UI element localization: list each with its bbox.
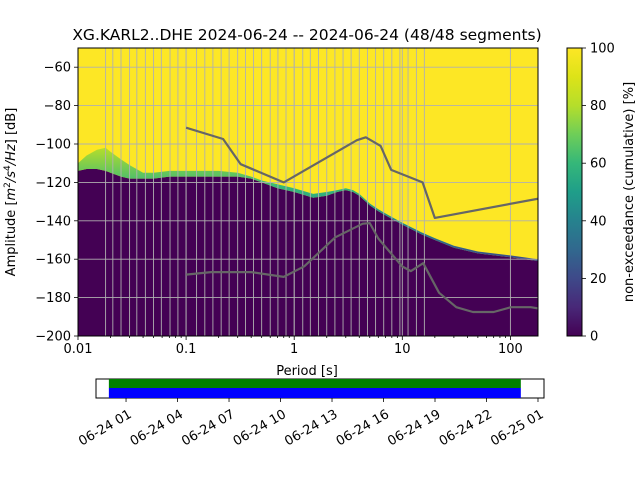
colorbar-tick-label: 0 (590, 330, 598, 345)
y-tick-label: −200 (35, 330, 71, 345)
colorbar-tick-label: 100 (590, 42, 615, 57)
colorbar-tick-label: 20 (590, 272, 607, 287)
y-axis: −60 −80 −100 −120 −140 −160 −180 −200 (35, 61, 78, 345)
colorbar-gradient (566, 47, 583, 337)
high-noise-model-line (185, 126, 538, 219)
chart-title: XG.KARL2..DHE 2024-06-24 -- 2024-06-24 (… (72, 26, 541, 44)
x-tick-label: 10 (394, 342, 411, 357)
timeline-tick-label: 06-24 04 (128, 407, 186, 449)
timeline-tick-label: 06-24 13 (282, 407, 340, 449)
colorbar-tick-label: 80 (590, 99, 607, 114)
y-tick-label: −100 (35, 138, 71, 153)
low-noise-model-line (185, 222, 538, 314)
x-axis: 0.01 0.1 1 10 100 (64, 336, 523, 357)
timeline-tick-label: 06-24 01 (76, 407, 134, 449)
y-tick-label: −60 (44, 61, 71, 76)
colorbar-tick-label: 40 (590, 214, 607, 229)
y-tick-label: −80 (44, 99, 71, 114)
noise-density-region (78, 169, 538, 336)
timeline-segment-bar (108, 379, 521, 388)
timeline-tick-label: 06-24 07 (179, 407, 237, 449)
x-tick-label: 0.1 (176, 342, 197, 357)
colorbar-tick-label: 60 (590, 157, 607, 172)
psd-plot-area (78, 48, 538, 336)
timeline-tick-label: 06-24 19 (385, 407, 443, 449)
timeline-tick-label: 06-24 16 (334, 407, 392, 449)
timeline-tick-label: 06-24 10 (231, 407, 289, 449)
transition-band (78, 147, 538, 262)
timeline-data-bar (108, 388, 521, 398)
y-tick-label: −160 (35, 253, 71, 268)
timeline-tick-label: 06-25 01 (488, 407, 546, 449)
colorbar-label: non-exceedance (cumulative) [%] (622, 82, 637, 302)
y-tick-label: −180 (35, 291, 71, 306)
timeline-tick-label: 06-24 22 (437, 407, 495, 449)
grid-lines (78, 48, 538, 336)
colorbar-ticks: 0 20 40 60 80 100 (582, 42, 615, 345)
x-tick-label: 100 (498, 342, 523, 357)
plot-frame (77, 47, 539, 337)
x-tick-label: 1 (290, 342, 298, 357)
reference-noise-models (185, 126, 538, 314)
y-tick-label: −120 (35, 176, 71, 191)
y-axis-label: Amplitude [m2/s4/Hz] [dB] (3, 108, 19, 277)
x-tick-label: 0.01 (64, 342, 93, 357)
y-tick-label: −140 (35, 214, 71, 229)
colorbar: 0 20 40 60 80 100 non-exceedance (cumulative)… (566, 42, 637, 345)
x-axis-label: Period [s] (276, 364, 338, 379)
